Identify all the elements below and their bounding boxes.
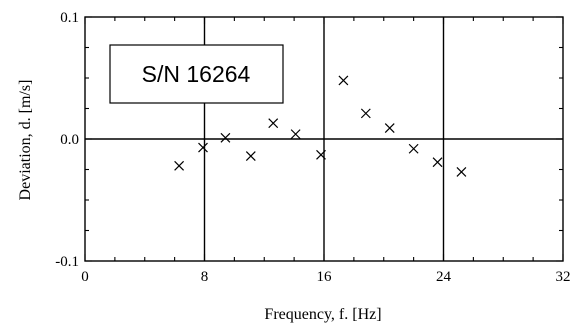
x-tick-label: 32: [556, 269, 571, 285]
data-point-marker: [198, 142, 208, 153]
y-axis-label: Deviation, d. [m/s]: [17, 80, 34, 201]
data-point-marker: [408, 143, 419, 154]
annotation-label: S/N 16264: [142, 61, 251, 87]
x-tick-label: 24: [436, 269, 452, 285]
data-point-marker: [268, 118, 279, 129]
data-point-marker: [456, 167, 467, 177]
y-tick-label: 0.0: [60, 132, 79, 148]
axis-ticks: [84, 16, 564, 262]
x-axis-label: Frequency, f. [Hz]: [264, 306, 381, 323]
x-tick-label: 8: [201, 269, 209, 285]
grid-lines: [85, 17, 563, 261]
data-point-marker: [316, 149, 326, 160]
data-point-marker: [384, 123, 395, 133]
data-point-marker: [432, 157, 443, 168]
data-point-marker: [338, 75, 349, 86]
x-tick-label: 16: [317, 269, 333, 285]
data-points: [174, 75, 467, 177]
data-point-marker: [360, 108, 371, 119]
data-point-marker: [220, 132, 231, 143]
y-tick-label: -0.1: [55, 254, 79, 270]
y-tick-label: 0.1: [60, 10, 79, 26]
annotation-box: S/N 16264: [109, 44, 284, 104]
data-point-marker: [245, 151, 256, 162]
x-tick-label: 0: [81, 269, 89, 285]
data-point-marker: [290, 129, 301, 140]
tick-labels: 0 8 16 24 32 0.1 0.0 -0.1: [55, 10, 570, 285]
data-point-marker: [174, 160, 185, 171]
